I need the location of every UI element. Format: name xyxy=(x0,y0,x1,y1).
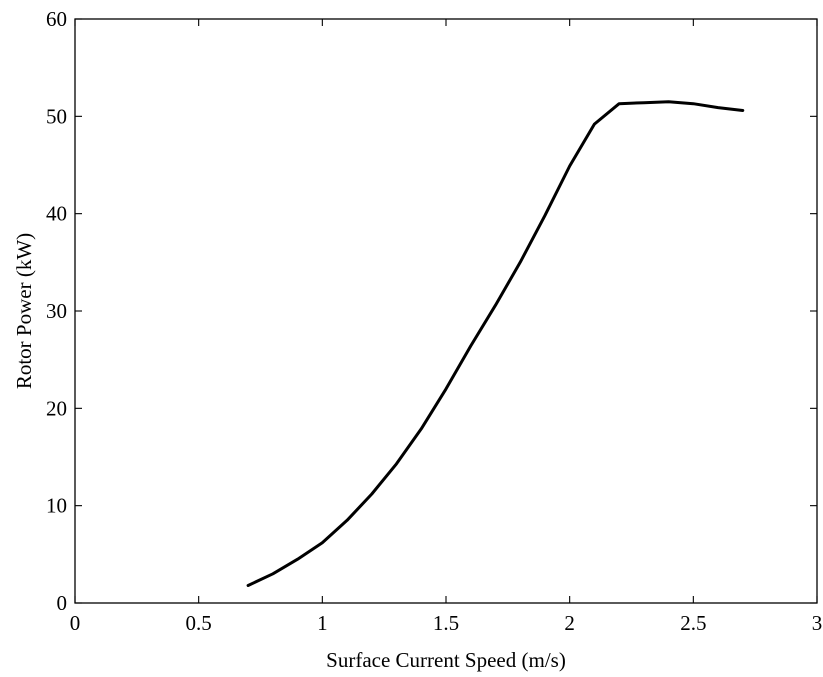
y-tick-label: 40 xyxy=(46,202,67,226)
x-tick-label: 2.5 xyxy=(680,611,706,635)
x-axis-label: Surface Current Speed (m/s) xyxy=(326,648,566,672)
x-tick-label: 1 xyxy=(317,611,328,635)
series-line xyxy=(246,100,745,587)
y-tick-label: 20 xyxy=(46,396,67,420)
series-layer xyxy=(246,100,745,587)
x-tick-label: 2 xyxy=(564,611,575,635)
y-tick-label: 10 xyxy=(46,494,67,518)
x-tick-label: 3 xyxy=(812,611,823,635)
plot-area-frame xyxy=(74,18,818,604)
y-axis-label: Rotor Power (kW) xyxy=(12,233,36,389)
axis-ticks xyxy=(74,18,818,604)
x-tick-label: 0.5 xyxy=(186,611,212,635)
x-tick-label: 0 xyxy=(70,611,81,635)
x-tick-label: 1.5 xyxy=(433,611,459,635)
y-tick-label: 60 xyxy=(46,7,67,31)
y-tick-label: 0 xyxy=(57,591,68,615)
y-tick-label: 30 xyxy=(46,299,67,323)
y-tick-label: 50 xyxy=(46,104,67,128)
